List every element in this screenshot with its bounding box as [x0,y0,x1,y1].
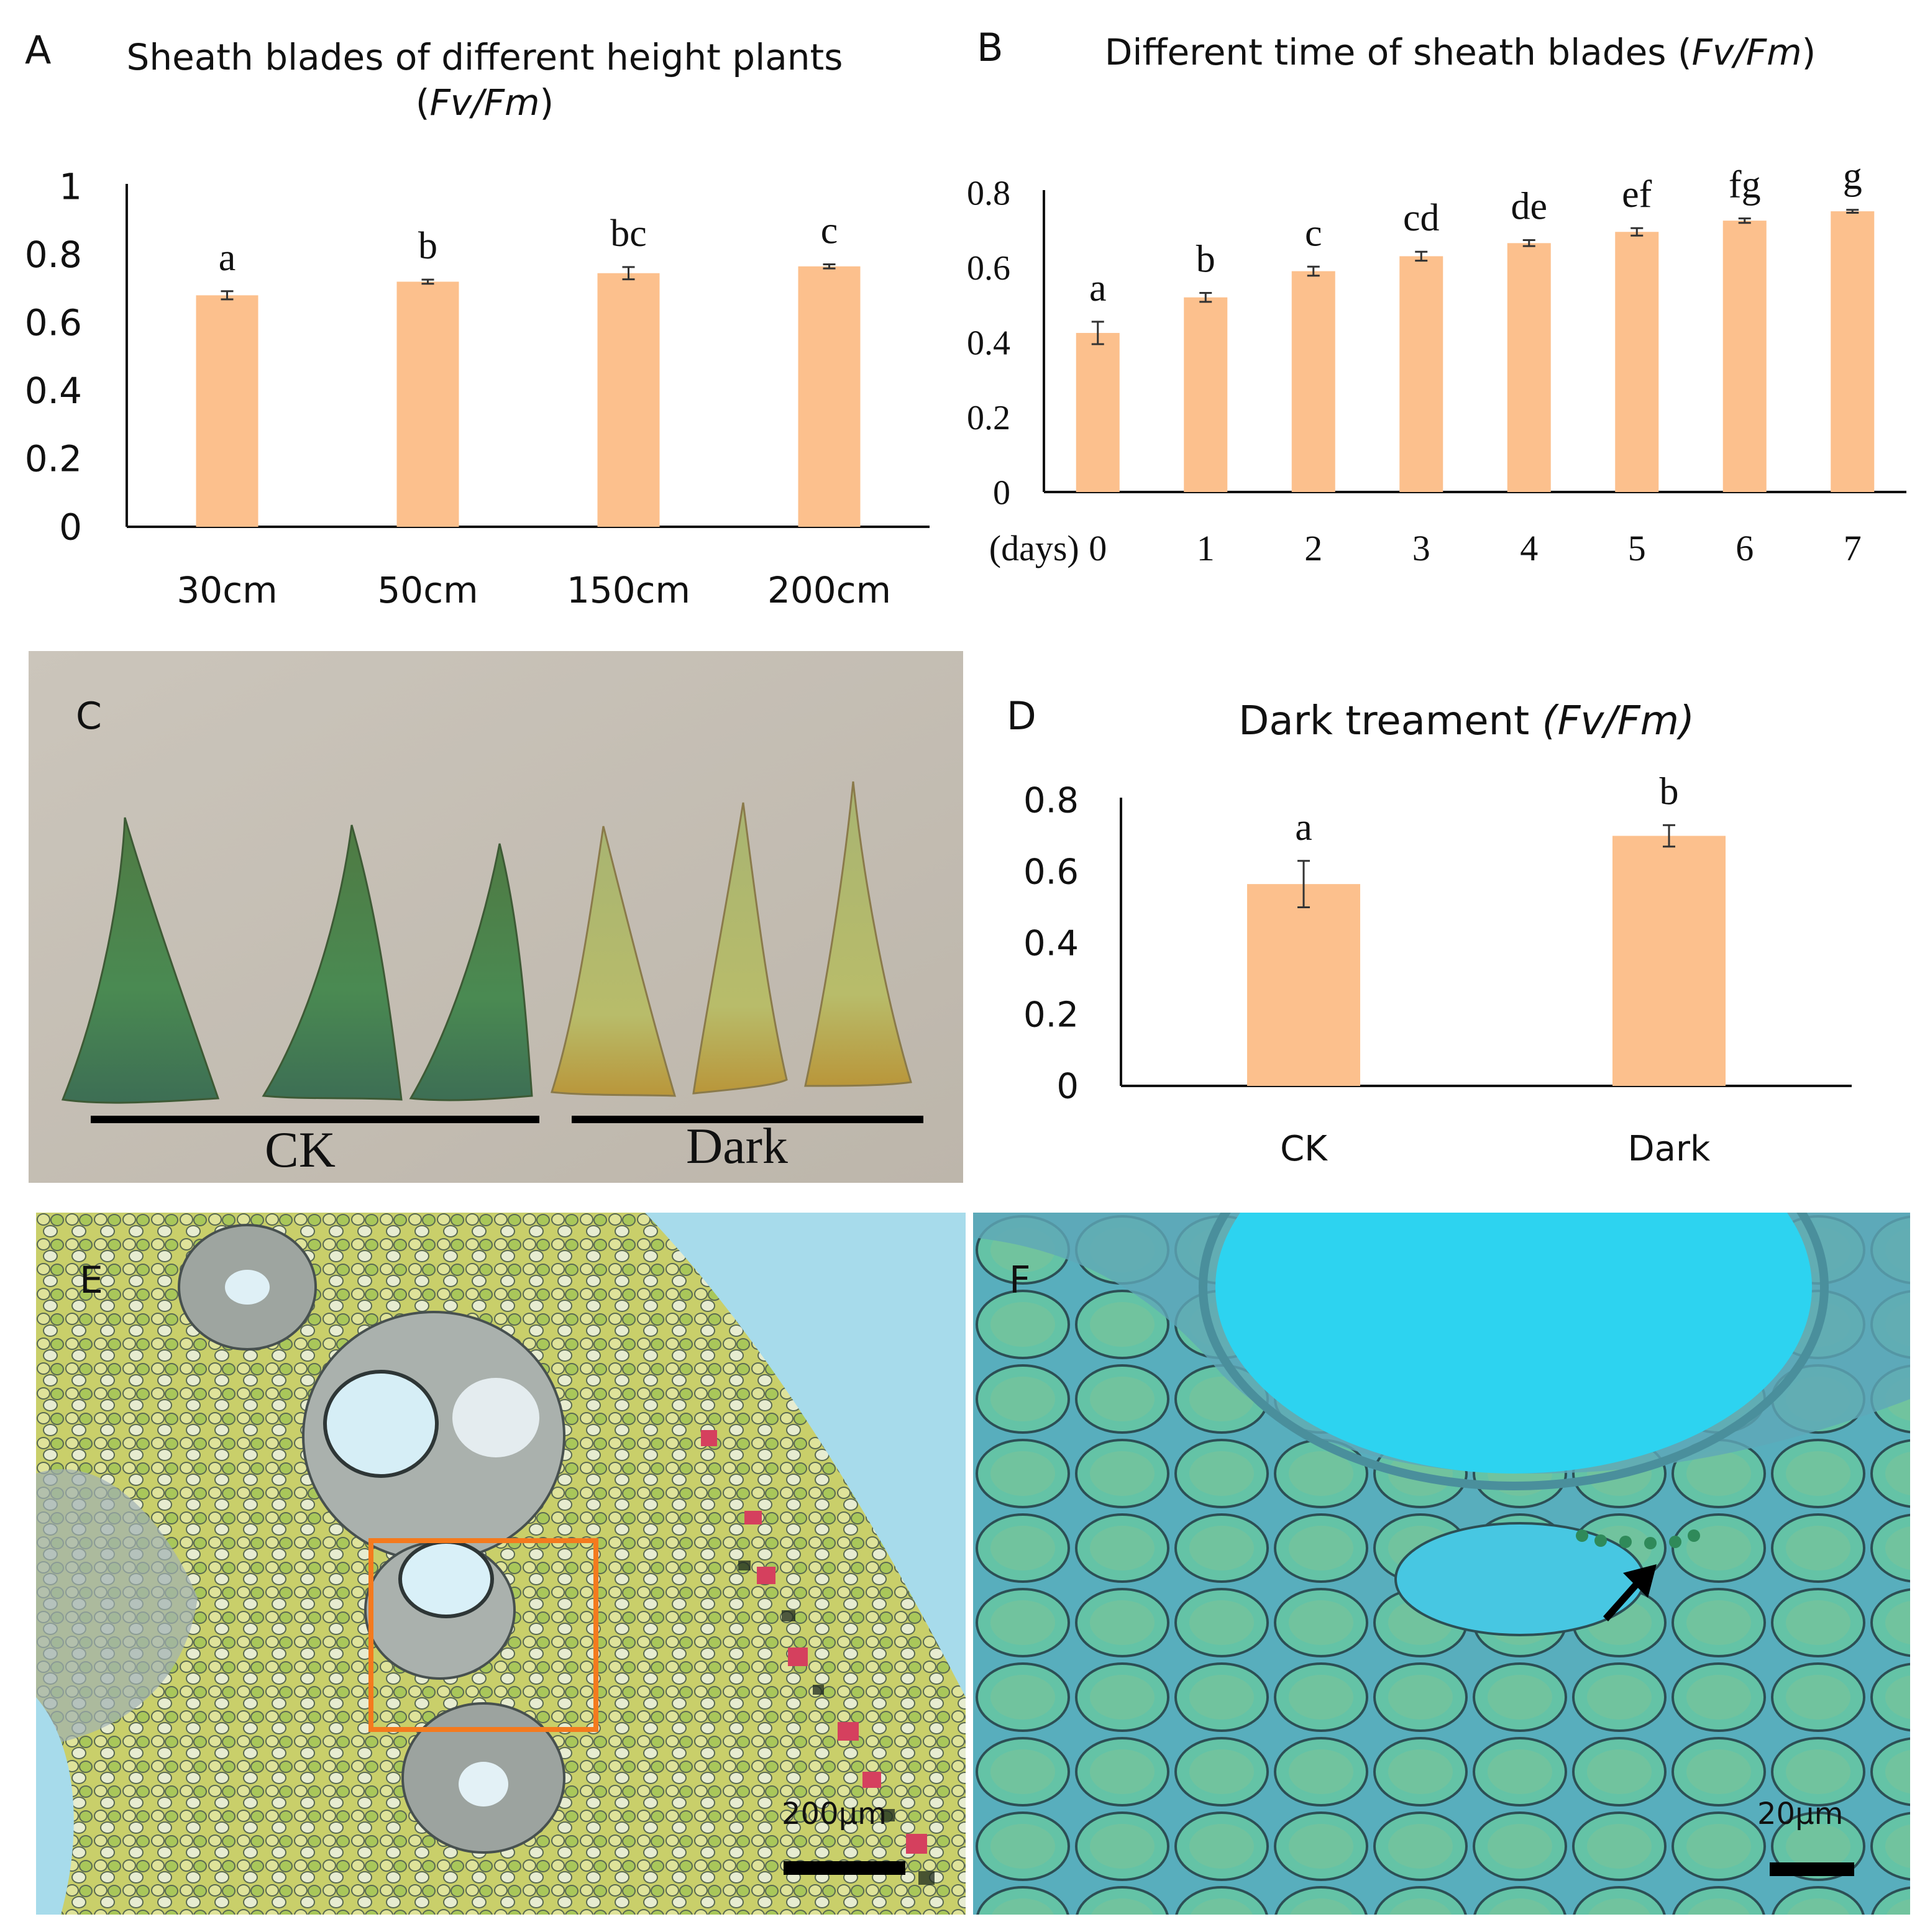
panel-label-e: E [80,1259,103,1302]
group-label-ck: CK [265,1121,336,1178]
chart-d-y-tick-label: 0.8 [1023,781,1079,821]
leaf-photo [29,651,963,1183]
chart-b-y-tick-label: 0.6 [967,249,1010,288]
chart-b-bar [1831,211,1875,492]
panel-label-c: C [76,695,102,738]
chart-b-y-tick-label: 0.4 [967,324,1010,363]
chart-b-significance-letter: ef [1622,173,1652,216]
chart-b-x-tick-label: 0 [1089,528,1107,568]
group-label-dark: Dark [686,1118,788,1174]
dark-leaf-1 [551,826,677,1097]
chart-a-bar [597,273,660,527]
chart-a-significance-letter: bc [610,212,647,255]
dark-group-bar [572,1116,923,1123]
chart-a-bar [798,266,861,527]
chart-b-y-tick-label: 0.2 [967,399,1010,437]
chart-b-bar [1076,332,1120,492]
chart-a-title: Sheath blades of different height plants… [126,36,843,124]
chart-b-significance-letter: g [1843,155,1862,198]
vessel-lumen [1215,1213,1812,1474]
panel-label-b: B [977,25,1004,70]
chart-b-x-tick-label: 6 [1736,528,1754,568]
chart-a-y-tick-label: 0.6 [25,302,82,344]
chart-d-y-tick-label: 0.4 [1023,924,1079,964]
micrograph-e [36,1213,966,1915]
scale-label-e: 200μm [782,1797,887,1831]
chart-a-x-tick-label: 200cm [767,569,891,611]
arrow-icon [1603,1564,1657,1621]
chart-b-significance-letter: de [1511,186,1547,228]
chart-a-x-tick-label: 50cm [377,569,478,611]
panel-f-micrograph: F 20μm [973,1213,1910,1915]
dark-leaf-3 [804,781,912,1087]
panel-c-photo: C CK Dark [29,651,963,1183]
chart-b-bar [1184,297,1228,492]
chart-b-y-tick-label: 0.8 [967,175,1010,213]
chart-a-significance-letter: c [821,209,838,252]
chart-b-y-tick-label: 0 [993,474,1010,513]
chart-b-x-tick-label: 4 [1520,528,1538,568]
ck-group-bar [91,1116,539,1123]
chart-b-bar [1615,232,1659,492]
scale-label-f: 20μm [1757,1797,1844,1831]
chart-b-x-tick-label: 7 [1844,528,1862,568]
chart-d-significance-letter: a [1295,806,1312,849]
ck-leaf-2 [262,824,403,1101]
ck-leaf-3 [409,843,533,1101]
chart-a-y-tick-label: 1 [59,165,82,207]
panel-e-micrograph: E 200μm [36,1213,966,1915]
panel-label-a: A [25,27,52,73]
chart-b-bar [1507,243,1551,492]
inset-box [368,1538,598,1732]
chart-b-bar [1399,256,1443,492]
chart-a-y-tick-label: 0.4 [25,370,82,412]
chart-b-bar [1291,271,1335,492]
chart-b-x-axis-unit: (days) [989,528,1079,568]
ck-leaf-1 [61,817,220,1104]
chart-a-y-tick-label: 0 [59,506,82,548]
chart-a-y-tick-label: 0.2 [25,438,82,480]
chart-d-y-tick-label: 0 [1056,1067,1079,1107]
chart-b-bar [1722,221,1767,492]
scale-bar-e [784,1861,905,1875]
chart-b-significance-letter: cd [1403,197,1440,239]
chart-b-x-tick-label: 5 [1628,528,1646,568]
chart-d-bar [1247,884,1360,1086]
panel-label-f: F [1009,1259,1031,1302]
chart-a-y-tick-label: 0.8 [25,234,82,276]
chart-a-x-tick-label: 150cm [567,569,690,611]
chart-b-x-tick-label: 2 [1304,528,1322,568]
chart-b-x-tick-label: 3 [1412,528,1430,568]
dark-leaf-2 [692,802,788,1095]
chart-a-bar [396,281,459,527]
chart-d-y-tick-label: 0.6 [1023,852,1079,893]
chart-b-significance-letter: a [1089,267,1107,309]
chart-a-bar [196,295,258,527]
chart-d-y-tick-label: 0.2 [1023,995,1079,1036]
chart-d-title: Dark treament (Fv/Fm) [1238,698,1694,744]
scale-bar-f [1770,1862,1854,1876]
chart-d-bar [1612,836,1726,1086]
chart-d-x-tick-label: Dark [1628,1129,1711,1169]
chart-b-significance-letter: c [1305,212,1322,254]
chart-a-x-tick-label: 30cm [176,569,277,611]
chart-a-significance-letter: a [219,237,236,279]
chart-d-x-tick-label: CK [1280,1129,1328,1169]
chart-b-significance-letter: b [1196,238,1215,280]
micrograph-f [973,1213,1910,1915]
chart-b-x-tick-label: 1 [1197,528,1215,568]
chart-b-title: Different time of sheath blades (Fv/Fm) [1104,31,1816,73]
chart-d-significance-letter: b [1660,770,1679,813]
chart-b-significance-letter: fg [1729,164,1761,206]
panel-label-d: D [1007,693,1036,739]
chart-a-significance-letter: b [418,225,437,267]
